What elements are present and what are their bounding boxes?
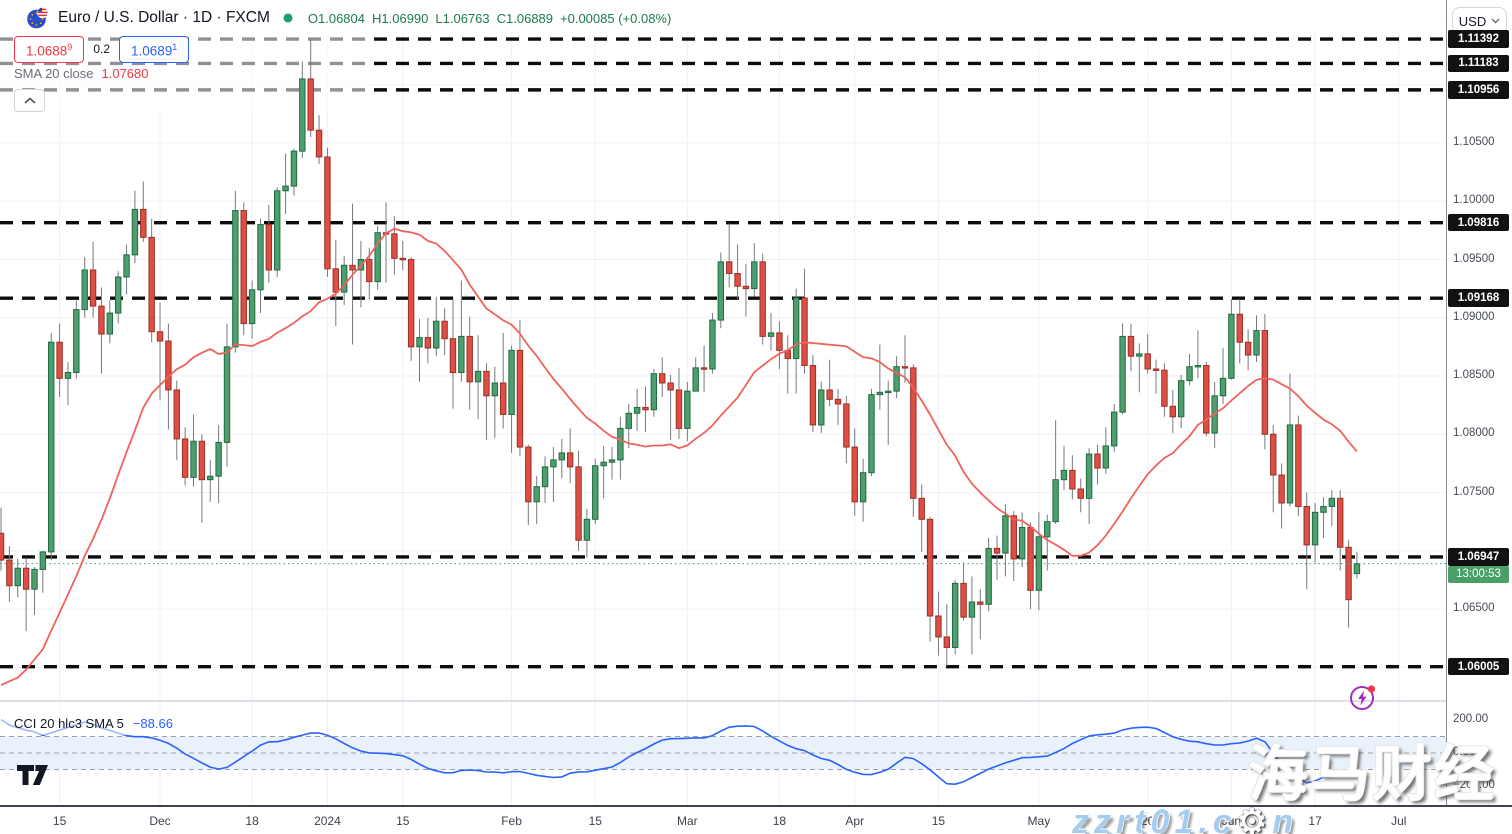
time-tick-label: 20 — [1141, 814, 1155, 828]
buy-price-button[interactable]: 1.06891 — [119, 36, 190, 63]
ohlc-values: O1.06804 H1.06990 L1.06763 C1.06889 +0.0… — [307, 10, 672, 26]
cci-indicator-legend[interactable]: CCI 20 hlc3 SMA 5 −88.66 — [14, 716, 173, 731]
price-level-label: 1.09816 — [1448, 213, 1509, 232]
price-tick-label: 1.09500 — [1453, 252, 1495, 265]
sma-indicator-label: SMA 20 close — [14, 66, 94, 81]
watermark-text-cn: 海马财经 — [1248, 741, 1496, 808]
price-tick-label: 1.09000 — [1453, 310, 1495, 323]
price-level-label: 1.06947 — [1448, 548, 1509, 566]
sma-indicator-legend[interactable]: SMA 20 close 1.07680 — [14, 66, 149, 81]
spread-value: 0.2 — [93, 42, 110, 57]
chevron-down-icon — [1491, 18, 1500, 24]
time-tick-label: Jul — [1391, 814, 1407, 828]
lightning-trade-button[interactable] — [1348, 682, 1380, 712]
watermark-text-url: zzrt01.c⚙n — [1072, 802, 1298, 834]
tradingview-logo[interactable] — [16, 764, 50, 786]
time-tick-label: 18 — [772, 814, 787, 828]
symbol-title[interactable]: Euro / U.S. Dollar · 1D · FXCM — [58, 9, 270, 26]
time-tick-label: 18 — [245, 814, 259, 828]
time-tick-label: 2024 — [314, 814, 341, 828]
cci-tick-label: 0.00 — [1453, 746, 1476, 758]
time-tick-label: 15 — [588, 814, 602, 828]
price-level-label: 1.11183 — [1448, 54, 1509, 73]
currency-selector-value: USD — [1458, 13, 1487, 29]
time-tick-label: Feb — [501, 814, 522, 828]
time-tick-label: 15 — [931, 814, 946, 828]
sma-indicator-value: 1.07680 — [101, 66, 149, 81]
cci-indicator-label: CCI 20 hlc3 SMA 5 — [14, 716, 124, 731]
price-tick-label: 1.06500 — [1453, 602, 1495, 614]
bid-ask-row: 1.06889 0.2 1.06891 — [14, 36, 190, 63]
time-tick-label: 15 — [396, 814, 410, 828]
price-level-label: 1.11392 — [1448, 30, 1509, 48]
time-tick-label: Apr — [845, 814, 865, 828]
change-value: +0.00085 (+0.08%) — [560, 10, 672, 26]
time-tick-label: Dec — [149, 814, 171, 828]
price-tick-label: 1.07500 — [1453, 485, 1495, 498]
time-tick-label: May — [1027, 814, 1051, 828]
price-tick-label: 1.10000 — [1453, 194, 1495, 207]
lightning-icon — [1348, 682, 1380, 712]
market-open-dot-icon — [283, 13, 293, 23]
price-tick-label: 1.08500 — [1453, 369, 1495, 381]
main-chart-canvas[interactable] — [0, 0, 1447, 805]
time-tick-label: Mar — [676, 814, 698, 828]
time-axis[interactable]: 15 Dec 18 2024 15 Feb 15 Mar 18 Apr 15 May 20 Jun 17 Ju… — [0, 805, 1512, 834]
sell-price-button[interactable]: 1.06889 — [14, 36, 85, 63]
cci-tick-label: −200.00 — [1453, 779, 1495, 791]
eurusd-flag-icon — [26, 6, 49, 30]
collapse-pane-button[interactable] — [14, 89, 45, 112]
cci-tick-label: 200.00 — [1453, 713, 1489, 725]
price-tick-label: 1.10500 — [1453, 136, 1495, 148]
time-tick-label: 17 — [1308, 814, 1322, 828]
chevron-up-icon — [23, 96, 36, 105]
symbol-legend[interactable]: Euro / U.S. Dollar · 1D · FXCM O1.06804 … — [26, 6, 672, 30]
bar-countdown-label: 13:00:53 — [1448, 565, 1509, 583]
cci-indicator-value: −88.66 — [132, 716, 173, 731]
price-level-label: 1.10956 — [1448, 81, 1509, 99]
price-level-label: 1.09168 — [1448, 289, 1509, 307]
price-level-label: 1.06005 — [1448, 657, 1509, 676]
price-tick-label: 1.08000 — [1453, 427, 1495, 440]
time-tick-label: Jun — [1221, 814, 1242, 828]
time-tick-label: 15 — [52, 814, 67, 828]
gear-icon: ⚙ — [1236, 803, 1273, 834]
